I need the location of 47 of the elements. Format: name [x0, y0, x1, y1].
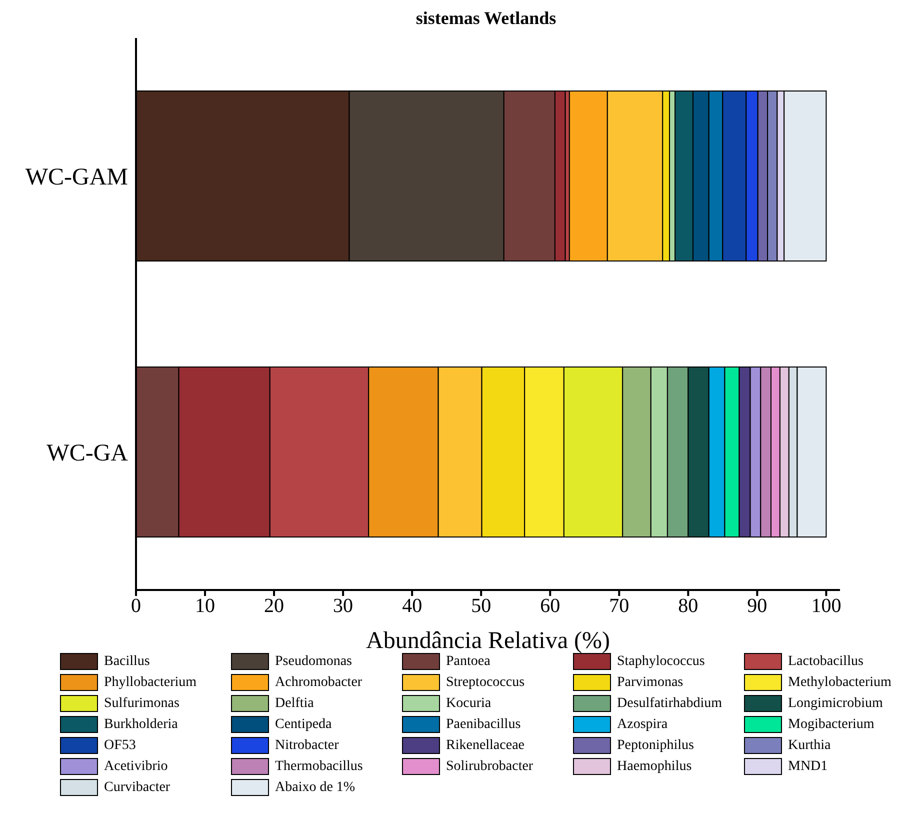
legend-label: Lactobacillus: [788, 654, 864, 670]
legend-label: Bacillus: [104, 654, 150, 670]
legend-label: Sulfurimonas: [104, 696, 180, 712]
legend-label: Acetivibrio: [104, 758, 168, 774]
legend-label: Parvimonas: [617, 674, 684, 690]
legend-label: Staphylococcus: [617, 654, 705, 670]
legend-label: Curvibacter: [104, 780, 170, 796]
legend-label: Methylobacterium: [788, 674, 892, 690]
legend-label: Abaixo de 1%: [275, 780, 356, 796]
legend-label: Kurthia: [788, 738, 831, 754]
legend-label: Thermobacillus: [275, 758, 363, 774]
legend-label: MND1: [788, 758, 828, 774]
legend-label: Pantoea: [446, 654, 490, 670]
legend-label: Phyllobacterium: [104, 674, 197, 690]
legend-label: Mogibacterium: [788, 716, 874, 732]
legend-label: Centipeda: [275, 716, 332, 732]
legend-label: Achromobacter: [275, 674, 362, 690]
y-tick-label: WC-GA: [46, 440, 129, 467]
legend-label: Paenibacillus: [446, 716, 521, 732]
legend-label: Longimicrobium: [788, 696, 883, 712]
y-tick-label: WC-GAM: [25, 164, 128, 191]
legend-label: Delftia: [275, 696, 314, 712]
legend-label: OF53: [104, 738, 136, 754]
x-tick-label: 50: [471, 595, 492, 618]
x-tick-label: 100: [811, 595, 842, 618]
x-tick-label: 70: [609, 595, 630, 618]
legend-label: Peptoniphilus: [617, 738, 694, 754]
x-tick-label: 20: [264, 595, 284, 618]
chart-title: sistemas Wetlands: [414, 8, 558, 29]
legend-label: Pseudomonas: [275, 654, 352, 670]
x-tick-label: 30: [333, 595, 354, 618]
legend-label: Haemophilus: [617, 758, 692, 774]
legend-label: Solirubrobacter: [446, 758, 534, 774]
x-tick-label: 90: [747, 595, 768, 618]
legend-label: Nitrobacter: [275, 738, 339, 754]
legend-label: Streptococcus: [446, 674, 525, 690]
legend-label: Burkholderia: [104, 716, 178, 732]
x-tick-label: 60: [540, 595, 560, 618]
legend-label: Azospira: [617, 716, 668, 732]
x-tick-label: 10: [195, 595, 216, 618]
legend-label: Kocuria: [446, 696, 492, 712]
x-tick-label: 80: [678, 595, 698, 618]
legend-label: Desulfatirhabdium: [617, 696, 722, 712]
x-tick-label: 0: [131, 595, 141, 618]
legend-label: Rikenellaceae: [446, 738, 525, 754]
x-axis-title: Abundância Relativa (%): [366, 628, 610, 654]
x-tick-label: 40: [402, 595, 422, 618]
